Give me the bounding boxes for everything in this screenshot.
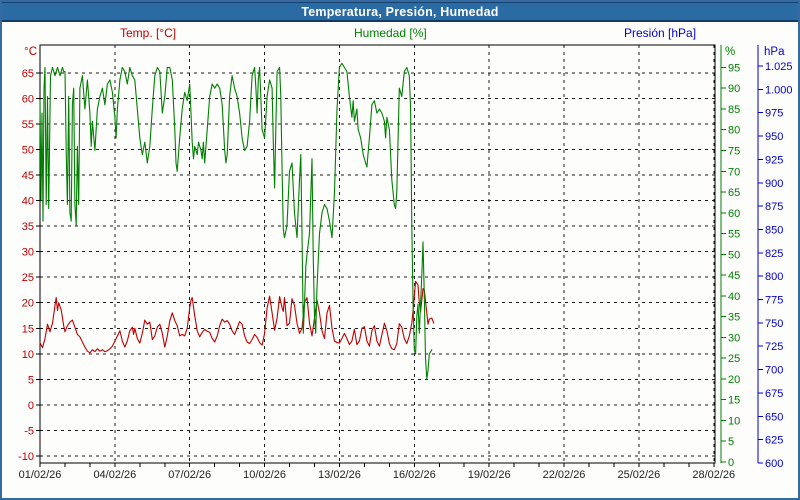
humidity-tick-label: 0 <box>728 457 734 469</box>
humidity-tick-label: 70 <box>728 166 740 178</box>
pressure-tick-label: 1.025 <box>765 61 793 73</box>
legend-humidity: Humedad [%] <box>354 26 427 40</box>
pressure-tick-label: 600 <box>765 458 783 470</box>
humidity-tick-label: 95 <box>728 62 740 74</box>
temp-tick-label: 25 <box>22 272 34 284</box>
x-tick-label: 10/02/26 <box>243 469 286 481</box>
pressure-tick-label: 1.000 <box>765 84 793 96</box>
temp-tick-label: 40 <box>22 196 34 208</box>
plot-border <box>39 44 716 464</box>
legend-temperature: Temp. [°C] <box>120 26 177 40</box>
x-tick-label: 16/02/26 <box>393 469 436 481</box>
pressure-tick-label: 950 <box>765 131 783 143</box>
humidity-tick-label: 40 <box>728 291 740 303</box>
pressure-tick-label: 750 <box>765 318 783 330</box>
temp-tick-label: 5 <box>28 374 34 386</box>
series-temp <box>39 280 435 354</box>
pressure-tick-label: 800 <box>765 271 783 283</box>
humidity-tick-label: 60 <box>728 208 740 220</box>
x-tick-label: 22/02/26 <box>543 469 586 481</box>
pressure-tick-label: 900 <box>765 178 783 190</box>
pressure-unit-label: hPa <box>764 46 785 58</box>
series-hum <box>39 62 433 380</box>
humidity-tick-label: 25 <box>728 353 740 365</box>
pressure-tick-label: 650 <box>765 411 783 423</box>
page-title: Temperatura, Presión, Humedad <box>301 4 499 19</box>
pressure-tick-label: 875 <box>765 201 783 213</box>
humidity-tick-label: 80 <box>728 125 740 137</box>
humidity-tick-label: 55 <box>728 229 740 241</box>
x-tick-label: 13/02/26 <box>318 469 361 481</box>
x-tick-label: 25/02/26 <box>617 469 660 481</box>
humidity-tick-label: 20 <box>728 374 740 386</box>
humidity-tick-label: 35 <box>728 312 740 324</box>
temp-tick-label: 55 <box>22 119 34 131</box>
x-tick-label: 28/02/26 <box>692 469 735 481</box>
humidity-tick-label: 50 <box>728 249 740 261</box>
title-bar: Temperatura, Presión, Humedad <box>2 2 798 22</box>
chart-legend: Temp. [°C] Humedad [%] Presión [hPa] <box>2 26 798 42</box>
temp-tick-label: 50 <box>22 145 34 157</box>
pressure-tick-label: 825 <box>765 248 783 260</box>
temp-tick-label: 60 <box>22 94 34 106</box>
temp-tick-label: 45 <box>22 170 34 182</box>
pressure-tick-label: 700 <box>765 365 783 377</box>
humidity-tick-label: 15 <box>728 395 740 407</box>
temp-tick-label: -5 <box>24 425 34 437</box>
temp-unit-label: °C <box>24 46 37 58</box>
temp-tick-label: 0 <box>28 400 34 412</box>
humidity-tick-label: 45 <box>728 270 740 282</box>
humidity-tick-label: 85 <box>728 104 740 116</box>
pressure-tick-label: 850 <box>765 224 783 236</box>
temp-tick-label: 15 <box>22 323 34 335</box>
humidity-tick-label: 5 <box>728 436 734 448</box>
x-tick-label: 07/02/26 <box>168 469 211 481</box>
pressure-tick-label: 725 <box>765 341 783 353</box>
humidity-tick-label: 90 <box>728 83 740 95</box>
x-tick-label: 19/02/26 <box>468 469 511 481</box>
humidity-unit-label: % <box>725 46 735 58</box>
temp-tick-label: 10 <box>22 349 34 361</box>
pressure-tick-label: 675 <box>765 388 783 400</box>
legend-pressure: Presión [hPa] <box>624 26 697 40</box>
pressure-tick-label: 775 <box>765 295 783 307</box>
temp-tick-label: 65 <box>22 68 34 80</box>
humidity-tick-label: 30 <box>728 332 740 344</box>
temp-tick-label: 20 <box>22 298 34 310</box>
humidity-tick-label: 75 <box>728 145 740 157</box>
x-tick-label: 04/02/26 <box>93 469 136 481</box>
pressure-tick-label: 975 <box>765 108 783 120</box>
x-tick-label: 01/02/26 <box>19 469 62 481</box>
temp-tick-label: -10 <box>18 451 34 463</box>
humidity-tick-label: 65 <box>728 187 740 199</box>
temp-tick-label: 35 <box>22 221 34 233</box>
pressure-tick-label: 925 <box>765 154 783 166</box>
humidity-tick-label: 10 <box>728 415 740 427</box>
temp-tick-label: 30 <box>22 247 34 259</box>
pressure-tick-label: 625 <box>765 435 783 447</box>
